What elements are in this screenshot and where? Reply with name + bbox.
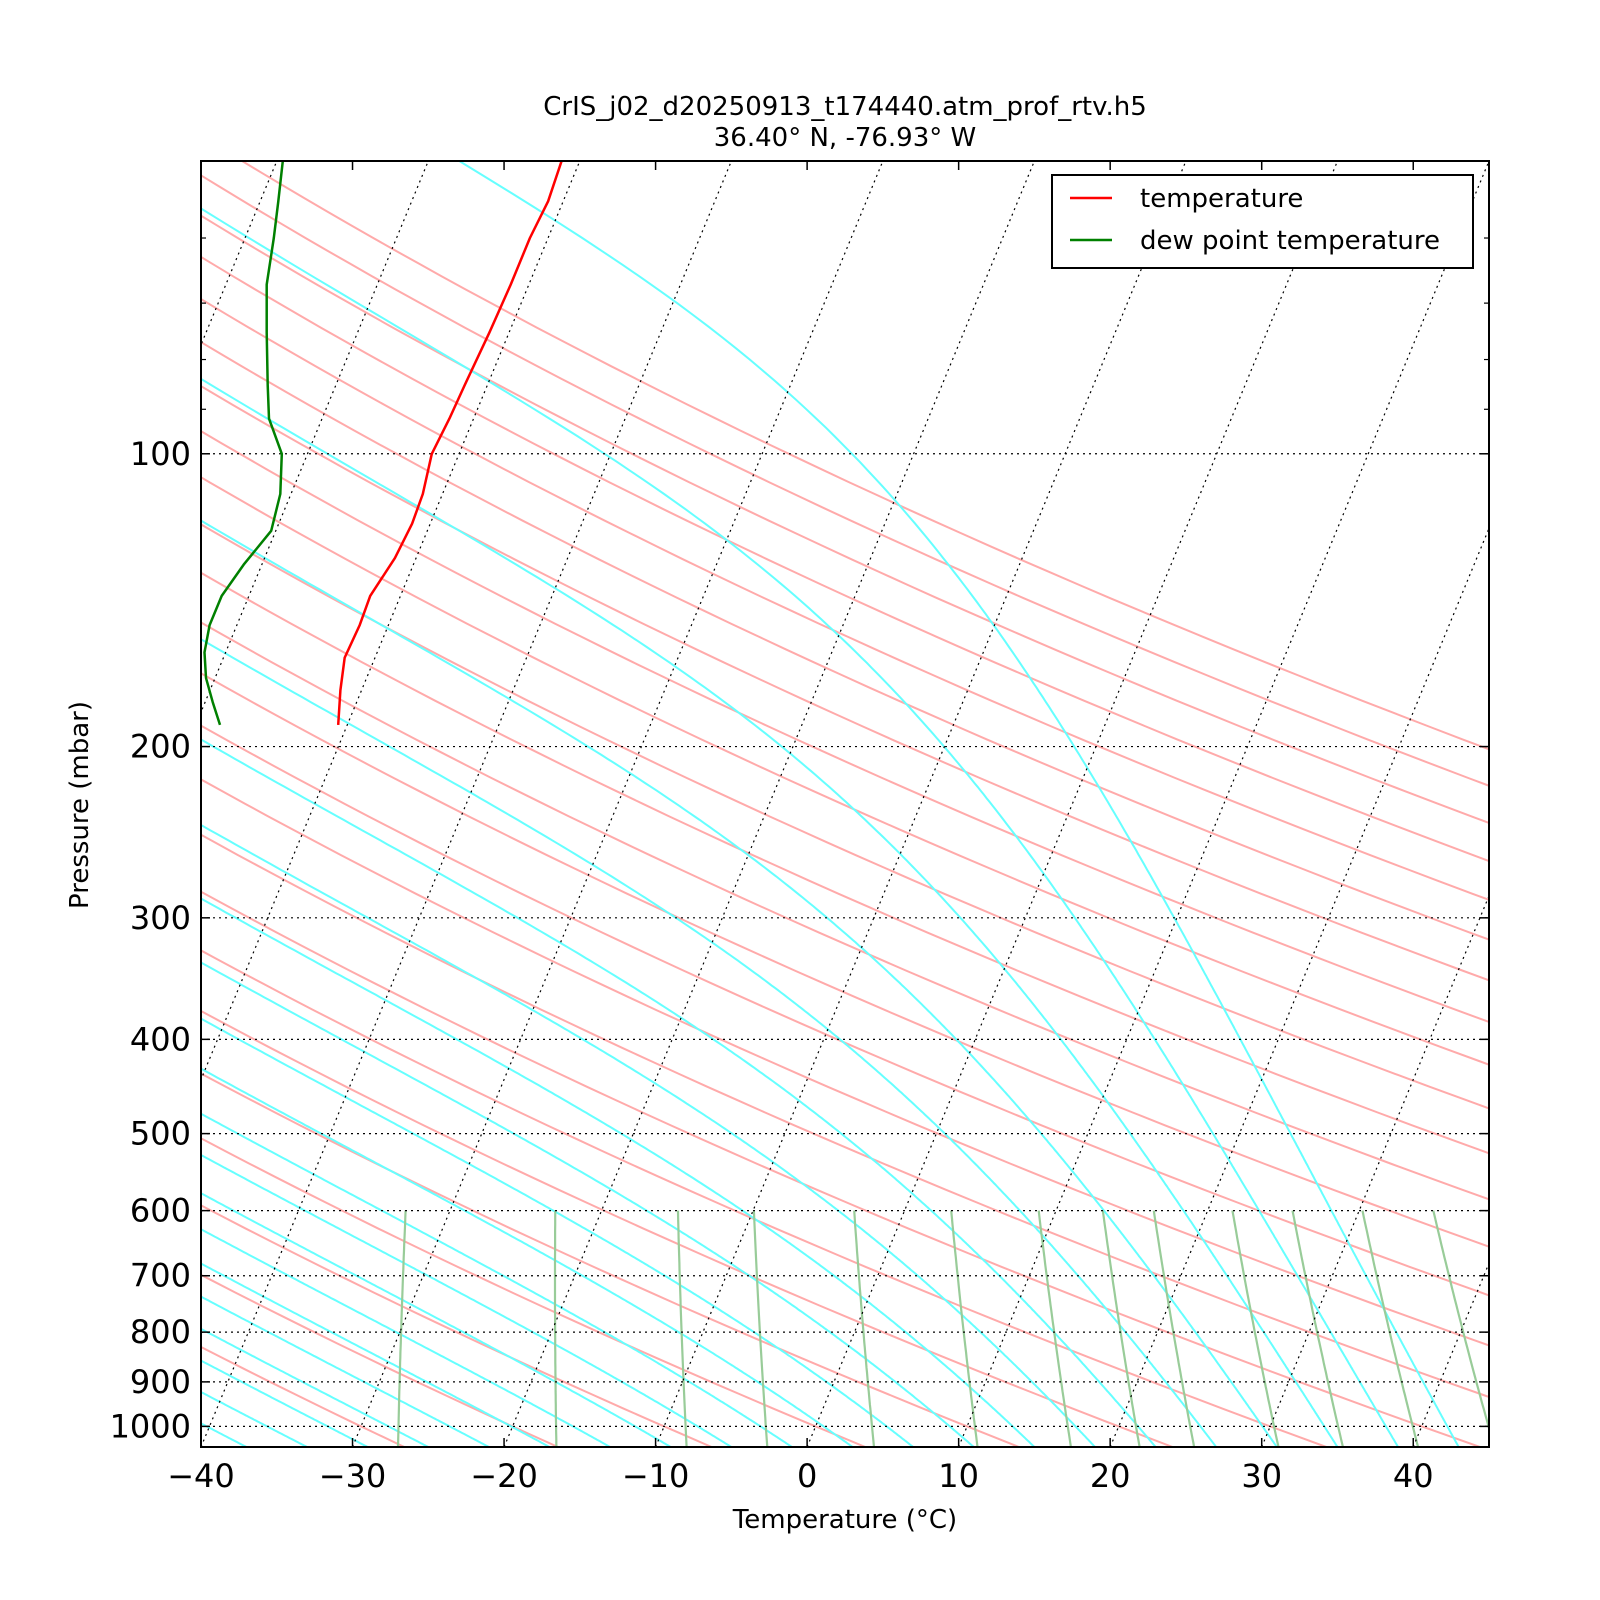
moist-adiabat (201, 897, 1036, 1447)
y-tick-label: 900 (130, 1363, 191, 1401)
mixing-ratio-line (950, 1210, 979, 1447)
dry-adiabat (201, 476, 1489, 1066)
moist-adiabat (201, 1067, 854, 1447)
dry-adiabat (201, 340, 1489, 941)
moist-adiabat (201, 738, 1157, 1447)
y-tick-label: 400 (130, 1020, 191, 1058)
moist-adiabat (201, 638, 1217, 1447)
y-tick-label: 100 (130, 435, 191, 473)
isotherm-gridline (201, 161, 581, 1082)
x-tick-label: −30 (319, 1457, 387, 1495)
isotherm-gridline (351, 161, 884, 1447)
legend-label-dewpoint: dew point temperature (1140, 226, 1440, 256)
x-tick-label: −20 (470, 1457, 538, 1495)
dry-adiabat (201, 778, 1489, 1347)
plot-background (201, 161, 1489, 1447)
dry-adiabat (201, 1137, 866, 1447)
moist-adiabat (201, 1153, 732, 1447)
dry-adiabat (201, 297, 1489, 901)
dry-adiabat (201, 384, 1489, 982)
isotherm-gridline (503, 161, 1035, 1447)
dry-adiabat (201, 1009, 1173, 1447)
chart-subtitle: 36.40° N, -76.93° W (714, 123, 976, 153)
isotherm-gridline (958, 161, 1489, 1447)
moist-adiabat (201, 1327, 429, 1447)
chart-title: CrIS_j02_d20250913_t174440.atm_prof_rtv.… (543, 92, 1147, 122)
dry-adiabat (201, 255, 1489, 863)
x-tick-label: 10 (938, 1457, 979, 1495)
moist-adiabat (201, 1017, 914, 1447)
x-tick-label: 0 (797, 1457, 817, 1495)
mixing-ratio-line (1361, 1210, 1420, 1447)
mixing-ratio-line (676, 1210, 688, 1447)
dry-adiabat (201, 724, 1489, 1297)
isotherm-gridline (0, 161, 125, 1447)
temperature-line (336, 161, 563, 725)
plot-frame (200, 160, 1490, 1448)
x-tick-label: −40 (167, 1457, 235, 1495)
moist-adiabat (201, 377, 1339, 1447)
mixing-ratio-line (1101, 1210, 1141, 1447)
dry-adiabat (201, 833, 1489, 1399)
moist-adiabat (201, 519, 1278, 1447)
dry-adiabat (201, 890, 1481, 1447)
moist-adiabat (201, 961, 975, 1447)
dry-adiabat (201, 571, 1489, 1155)
moist-adiabat (458, 161, 1460, 1447)
moist-adiabat (201, 1112, 793, 1447)
mixing-ratio-line (1152, 1210, 1196, 1447)
mixing-ratio-line (1231, 1210, 1280, 1447)
y-tick-label: 1000 (110, 1407, 191, 1445)
x-axis-label: Temperature (°C) (732, 1505, 957, 1535)
background-lines (0, 161, 1489, 1447)
dry-adiabat (201, 672, 1489, 1248)
isotherm-gridline (201, 161, 429, 714)
mixing-ratio-line (1432, 1210, 1489, 1433)
x-tick-label: 40 (1393, 1457, 1434, 1495)
dry-adiabat (241, 161, 1489, 751)
legend: temperature dew point temperature (1051, 174, 1474, 269)
y-tick-label: 600 (130, 1192, 191, 1230)
y-tick-label: 500 (130, 1115, 191, 1153)
mixing-ratio-line (553, 1210, 558, 1447)
dry-adiabat (201, 174, 1489, 787)
dry-adiabat (201, 621, 1489, 1201)
data-series (203, 161, 563, 726)
dry-adiabat (201, 430, 1489, 1024)
legend-box (1051, 174, 1474, 269)
isotherm-gridline (201, 161, 732, 1447)
dry-adiabat (201, 949, 1327, 1447)
dry-adiabat (201, 1072, 1020, 1447)
mixing-ratio-line (1291, 1210, 1344, 1447)
x-tick-label: 20 (1090, 1457, 1131, 1495)
moist-adiabat (201, 1359, 369, 1447)
y-tick-label: 800 (130, 1313, 191, 1351)
moist-adiabat (201, 1228, 611, 1447)
dew-point-line (203, 161, 285, 726)
moist-adiabat (201, 1262, 550, 1447)
mixing-ratio-line (853, 1210, 876, 1447)
x-tick-label: 30 (1241, 1457, 1282, 1495)
y-tick-label: 300 (130, 899, 191, 937)
moist-adiabat (201, 207, 1399, 1447)
y-tick-label: 700 (130, 1257, 191, 1295)
dry-adiabat (201, 1204, 712, 1447)
dry-adiabat (201, 523, 1489, 1110)
y-tick-label: 200 (130, 728, 191, 766)
moist-adiabat (201, 1192, 672, 1447)
moist-adiabat (0, 161, 125, 1447)
mixing-ratio-line (752, 1210, 769, 1447)
isotherm-gridline (655, 161, 1187, 1447)
grid-lines (0, 161, 1489, 1447)
legend-label-temperature: temperature (1140, 184, 1303, 214)
y-axis-label: Pressure (mbar) (65, 701, 95, 909)
mixing-ratio-line (1037, 1210, 1072, 1447)
moist-adiabat (201, 823, 1096, 1447)
x-tick-label: −10 (622, 1457, 690, 1495)
isotherm-gridline (806, 161, 1339, 1447)
moist-adiabat (201, 1295, 490, 1447)
mixing-ratio-line (396, 1210, 407, 1447)
